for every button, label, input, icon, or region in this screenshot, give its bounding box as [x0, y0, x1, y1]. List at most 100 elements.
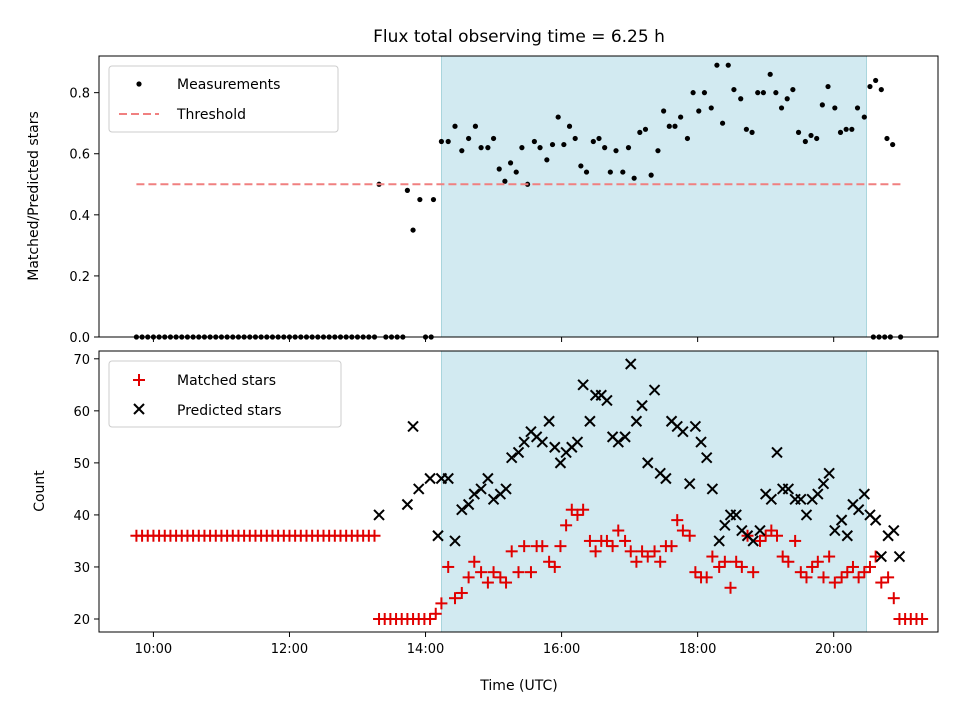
- measurement-point: [767, 71, 773, 77]
- predicted-star-point: [505, 451, 518, 464]
- matched-star-point: [730, 555, 743, 568]
- measurement-point: [452, 123, 458, 129]
- predicted-star-point: [695, 436, 707, 448]
- predicted-star-point: [835, 514, 848, 526]
- x-tick-label: 18:00: [679, 642, 716, 657]
- y-tick-label: 0.0: [69, 331, 90, 346]
- legend-marker-measurements: [136, 81, 142, 87]
- matched-star-point: [689, 566, 702, 579]
- measurement-point: [519, 145, 525, 151]
- predicted-star-point: [765, 493, 778, 506]
- measurement-point: [417, 196, 423, 203]
- matched-star-point: [916, 612, 929, 625]
- matched-star-point: [823, 550, 836, 563]
- measurement-point: [738, 96, 744, 102]
- matched-star-point: [782, 555, 795, 568]
- measurement-point: [672, 123, 678, 129]
- measurement-point: [725, 62, 731, 68]
- y-tick-label: 40: [73, 509, 90, 524]
- measurement-point: [678, 114, 684, 120]
- measurement-point: [549, 141, 556, 148]
- matched-star-point: [846, 560, 859, 573]
- predicted-star-point: [625, 358, 637, 370]
- measurement-point: [825, 83, 831, 90]
- matched-star-point: [676, 524, 689, 537]
- matched-star-point: [665, 540, 678, 553]
- measurement-point: [625, 145, 632, 151]
- y-tick-label: 30: [73, 561, 90, 576]
- top-axis-ticks: 0.0 0.2 0.4 0.6 0.8: [69, 87, 835, 346]
- matched-star-point: [583, 534, 596, 547]
- matched-star-point: [500, 576, 513, 589]
- predicted-star-point: [689, 420, 702, 433]
- top-panel: 0.00.20.40.60.8 Matched/Predicted stars …: [26, 55, 939, 346]
- predicted-star-point: [817, 477, 830, 490]
- measurement-point: [410, 227, 416, 233]
- measurement-point: [459, 148, 465, 154]
- matched-star-point: [442, 560, 455, 573]
- observing-window-shade: [441, 350, 867, 633]
- measurement-point: [502, 178, 508, 184]
- predicted-star-point: [852, 504, 865, 516]
- measurement-point: [773, 90, 779, 96]
- matched-star-point: [429, 607, 442, 620]
- predicted-star-point: [677, 425, 689, 438]
- measurement-point: [778, 105, 785, 111]
- matched-star-point: [449, 592, 462, 605]
- measurement-point: [561, 141, 567, 148]
- measurement-point: [861, 114, 867, 120]
- matched-star-point: [554, 540, 567, 553]
- predicted-star-point: [500, 483, 512, 495]
- matched-star-point: [794, 566, 807, 579]
- measurement-point: [867, 83, 873, 90]
- predicted-star-point: [683, 477, 696, 490]
- matched-star-point: [606, 540, 619, 553]
- predicted-star-point: [795, 493, 807, 506]
- legend-label-threshold: Threshold: [176, 107, 246, 123]
- matched-star-point: [869, 550, 882, 563]
- measurements-series: [133, 62, 904, 340]
- matched-star-point: [718, 555, 731, 568]
- predicted-star-point: [432, 530, 444, 542]
- predicted-star-point: [719, 519, 731, 532]
- chart-title: Flux total observing time = 6.25 h: [373, 27, 665, 47]
- matched-star-point: [636, 545, 649, 558]
- measurement-point: [404, 187, 410, 193]
- predicted-star-point: [442, 472, 454, 485]
- predicted-star-point: [475, 483, 487, 495]
- predicted-star-point: [730, 509, 742, 521]
- measurement-point: [661, 108, 667, 114]
- matched-star-point: [481, 576, 494, 589]
- measurement-point: [690, 90, 696, 96]
- measurement-point: [613, 148, 619, 154]
- measurement-point: [466, 135, 472, 142]
- predicted-star-point: [823, 467, 835, 479]
- legend-label-matched: Matched stars: [177, 373, 276, 389]
- matched-star-point: [518, 540, 531, 553]
- measurement-point: [755, 90, 761, 96]
- measurement-point: [655, 148, 661, 154]
- predicted-star-point: [660, 472, 672, 485]
- measurement-point: [445, 138, 451, 145]
- matched-star-point: [724, 581, 737, 594]
- measurement-point: [430, 196, 437, 203]
- predicted-star-point: [612, 436, 624, 448]
- predicted-star-point: [706, 483, 719, 495]
- measurement-point: [849, 126, 855, 132]
- observing-window-shade: [441, 55, 867, 338]
- x-tick-label: 20:00: [815, 642, 852, 657]
- predicted-star-point: [373, 509, 385, 521]
- predicted-star-point: [449, 535, 461, 547]
- matched-star-point: [600, 534, 613, 547]
- matched-star-point: [548, 560, 561, 573]
- measurement-point: [490, 135, 497, 142]
- matched-star-point: [424, 612, 437, 625]
- matched-star-point: [560, 519, 573, 532]
- predicted-star-point: [401, 498, 414, 511]
- bottom-legend-box: [108, 360, 342, 428]
- matched-star-point: [759, 529, 772, 542]
- measurement-point: [795, 129, 802, 135]
- matched-star-point: [577, 503, 590, 516]
- measurement-point: [749, 129, 755, 135]
- matched-star-point: [735, 560, 748, 573]
